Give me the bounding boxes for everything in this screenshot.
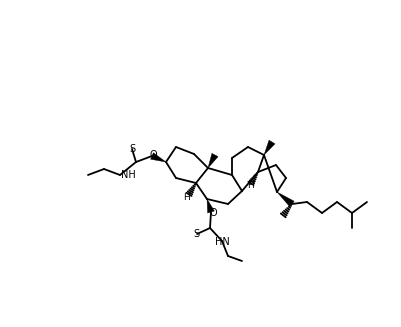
Polygon shape — [264, 140, 275, 155]
Polygon shape — [277, 192, 294, 207]
Text: S: S — [193, 229, 199, 239]
Polygon shape — [151, 153, 166, 162]
Text: S: S — [129, 144, 135, 154]
Text: O: O — [149, 150, 157, 160]
Text: O: O — [209, 208, 217, 218]
Text: H: H — [248, 181, 254, 191]
Polygon shape — [208, 153, 218, 168]
Text: H: H — [182, 193, 189, 201]
Text: NH: NH — [121, 170, 136, 180]
Text: HN: HN — [215, 237, 229, 247]
Polygon shape — [207, 199, 215, 213]
